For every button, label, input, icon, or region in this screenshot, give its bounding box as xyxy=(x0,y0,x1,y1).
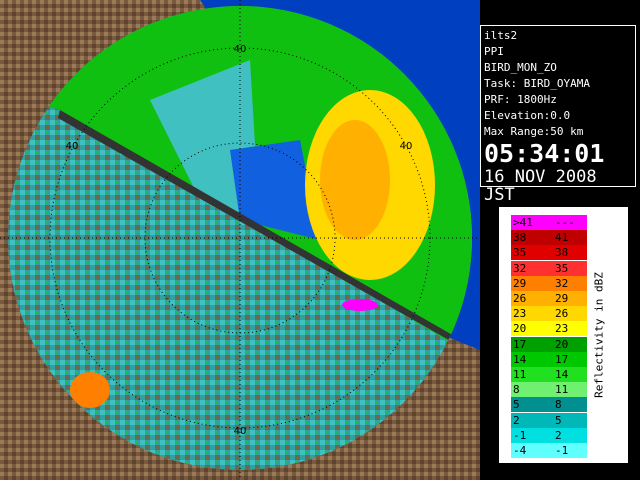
legend-from: 8 xyxy=(513,383,520,397)
legend-to: 23 xyxy=(555,322,569,336)
color-legend: Reflectivity in dBZ >41 --- 38 41 35 38 32 35 29… xyxy=(499,207,628,463)
task: Task: BIRD_OYAMA xyxy=(484,77,590,90)
legend-from: 11 xyxy=(513,368,527,381)
legend-to: 29 xyxy=(555,292,569,305)
radar-view: 40 40 40 40 xyxy=(0,0,480,480)
info-panel: ilts2 PPI BIRD_MON_ZO Task: BIRD_OYAMA P… xyxy=(480,25,636,204)
legend-from: 32 xyxy=(513,261,527,275)
legend-row: 35 38 xyxy=(511,245,587,261)
range-rings xyxy=(0,0,480,480)
range-label: 40 xyxy=(66,141,79,152)
legend-from: 26 xyxy=(513,292,527,305)
legend-from: -4 xyxy=(513,444,527,457)
legend-from: 29 xyxy=(513,276,527,290)
range-ring xyxy=(49,47,431,429)
legend-from: 38 xyxy=(513,231,527,245)
core-echo xyxy=(320,120,390,240)
legend-from: 5 xyxy=(513,398,520,412)
legend-row: 11 14 xyxy=(511,367,587,382)
legend-row: 23 26 xyxy=(511,306,587,322)
coastline xyxy=(58,110,470,352)
prf: PRF: 1800Hz xyxy=(484,93,557,106)
weak-echo xyxy=(230,140,320,240)
legend-row: 38 41 xyxy=(511,230,587,246)
legend-to: 38 xyxy=(555,246,569,260)
range-label: 40 xyxy=(234,426,247,437)
legend-to: 35 xyxy=(555,261,569,275)
legend-to: 20 xyxy=(555,337,569,351)
legend-to: -1 xyxy=(555,444,569,457)
legend-to: 2 xyxy=(555,428,562,442)
legend-to: 26 xyxy=(555,307,569,321)
legend-row: 8 11 xyxy=(511,382,587,398)
legend-row: -4 -1 xyxy=(511,443,587,458)
legend-from: 20 xyxy=(513,322,527,336)
legend-to: 17 xyxy=(555,352,569,366)
range-label: 40 xyxy=(234,44,247,55)
legend-row: 20 23 xyxy=(511,321,587,337)
site: ilts2 xyxy=(484,29,518,42)
legend-from: >41 xyxy=(513,216,533,229)
legend-row: 26 29 xyxy=(511,291,587,306)
date: 16 NOV 2008 JST xyxy=(484,167,597,205)
legend-row: 32 35 xyxy=(511,260,587,276)
legend-to: 5 xyxy=(555,413,562,427)
mode: PPI xyxy=(484,45,504,58)
legend-to: 11 xyxy=(555,383,569,397)
legend-to: 8 xyxy=(555,398,562,412)
legend-to: 14 xyxy=(555,368,569,381)
max-range: Max Range:50 km xyxy=(484,125,584,138)
cell xyxy=(342,299,378,311)
legend-row: 29 32 xyxy=(511,275,587,291)
legend-row: 17 20 xyxy=(511,336,587,352)
time: 05:34:01 xyxy=(484,139,605,168)
cell xyxy=(70,372,110,408)
range-label: 40 xyxy=(400,141,413,152)
legend-from: -1 xyxy=(513,428,527,442)
legend-row: 14 17 xyxy=(511,351,587,367)
legend-from: 2 xyxy=(513,413,520,427)
legend-from: 35 xyxy=(513,246,527,260)
legend-row: >41 --- xyxy=(511,215,587,230)
legend-to: 32 xyxy=(555,276,569,290)
legend-from: 17 xyxy=(513,337,527,351)
legend-row: -1 2 xyxy=(511,427,587,443)
product: BIRD_MON_ZO xyxy=(484,61,557,74)
legend-to: --- xyxy=(555,216,575,229)
clear-air-echo xyxy=(150,60,260,230)
elevation: Elevation:0.0 xyxy=(484,109,571,122)
legend-from: 23 xyxy=(513,307,527,321)
legend-title: Reflectivity in dBZ xyxy=(592,272,606,398)
legend-to: 41 xyxy=(555,231,569,245)
legend-from: 14 xyxy=(513,352,527,366)
